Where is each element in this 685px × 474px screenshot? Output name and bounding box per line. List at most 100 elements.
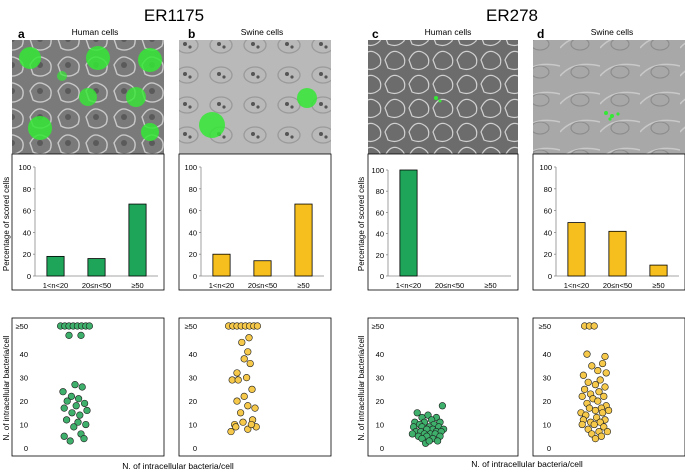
scatter-point bbox=[240, 392, 248, 400]
scatter-point bbox=[598, 359, 607, 368]
x-tick-label: 20≤n<50 bbox=[82, 281, 111, 290]
bar-ylabel-c: Percentage of scored cells bbox=[357, 177, 366, 271]
scatter-frame-c bbox=[367, 317, 519, 457]
scatter-point bbox=[595, 388, 603, 396]
scatter-point bbox=[588, 362, 596, 370]
scatter-point bbox=[63, 397, 71, 405]
scatter-point bbox=[233, 397, 241, 405]
y-tick-label: 80 bbox=[189, 185, 197, 194]
scatter-point bbox=[438, 402, 447, 410]
scatter-chart-a: 0 10 20 30 40 ≥50 bbox=[16, 322, 93, 453]
y-tick-label: 40 bbox=[376, 350, 384, 359]
scatter-point bbox=[60, 432, 68, 440]
scatter-chart-d: 0 10 20 30 40 ≥50 bbox=[539, 322, 613, 453]
y-tick-label: ≥50 bbox=[539, 322, 551, 331]
bar-frame-c bbox=[367, 153, 519, 291]
scatter-point bbox=[591, 381, 600, 389]
scatter-point bbox=[425, 437, 433, 445]
scatter-point bbox=[244, 348, 252, 356]
scatter-point bbox=[578, 392, 586, 400]
scatter-point bbox=[602, 369, 610, 377]
x-tick-label: 1<n<20 bbox=[43, 281, 68, 290]
y-tick-label: 30 bbox=[543, 374, 551, 383]
x-tick-label: 1<n<20 bbox=[396, 281, 421, 290]
scatter-point bbox=[598, 409, 607, 417]
bar bbox=[608, 230, 627, 277]
scatter-point bbox=[594, 366, 602, 375]
y-tick-label: 80 bbox=[544, 185, 552, 194]
scatter-ylabel-c: N. of intracellular bacteria/cell bbox=[357, 335, 366, 440]
y-tick-label: 10 bbox=[20, 421, 28, 430]
y-tick-label: 0 bbox=[193, 272, 197, 281]
scatter-point bbox=[244, 425, 252, 433]
y-tick-label: 0 bbox=[548, 272, 552, 281]
scatter-point bbox=[76, 411, 84, 419]
scatter-point bbox=[78, 383, 86, 391]
scatter-point bbox=[246, 359, 254, 368]
panel-title-a: Human cells bbox=[72, 27, 119, 37]
scatter-point bbox=[228, 376, 236, 384]
bottom-xlabel-left: N. of intracellular bacteria/cell bbox=[122, 461, 234, 471]
bar bbox=[87, 258, 106, 277]
y-tick-label: ≥50 bbox=[16, 322, 28, 331]
scatter-point bbox=[583, 350, 591, 358]
y-tick-label: 0 bbox=[24, 444, 28, 453]
scatter-chart-c: 0 10 20 30 40 ≥50 bbox=[372, 322, 448, 453]
bar-chart-b: 0 20 40 60 80 100 1<n<20 20≤n<50 ≥50 bbox=[184, 163, 324, 290]
bar-ylabel-a: Percentage of scored cells bbox=[2, 177, 11, 271]
scatter-point bbox=[604, 406, 613, 415]
bar-chart-d: 0 20 40 60 80 100 1<n<20 20≤n<50 ≥50 bbox=[539, 163, 679, 290]
x-tick-label: 1<n<20 bbox=[209, 281, 234, 290]
scatter-point bbox=[251, 404, 259, 412]
y-tick-label: 60 bbox=[544, 207, 552, 216]
scatter-point bbox=[80, 435, 88, 443]
bar bbox=[212, 253, 231, 277]
y-tick-label: 60 bbox=[189, 207, 197, 216]
y-tick-label: 10 bbox=[376, 421, 384, 430]
panel-title-d: Swine cells bbox=[591, 27, 634, 37]
scatter-point bbox=[233, 369, 241, 377]
scatter-point bbox=[239, 418, 247, 426]
y-tick-label: 0 bbox=[193, 444, 197, 453]
y-tick-label: 60 bbox=[23, 207, 31, 216]
scatter-point bbox=[60, 404, 68, 412]
y-tick-label: 100 bbox=[539, 163, 552, 172]
x-tick-label: 20≤n<50 bbox=[603, 281, 632, 290]
bar bbox=[46, 255, 65, 277]
scatter-point bbox=[578, 420, 586, 429]
y-tick-label: 40 bbox=[20, 350, 28, 359]
scatter-point bbox=[85, 322, 93, 330]
scatter-point bbox=[82, 420, 90, 429]
scatter-frame-d bbox=[532, 317, 685, 457]
x-tick-label: 20≤n<50 bbox=[435, 281, 464, 290]
scatter-point bbox=[83, 406, 91, 415]
scatter-point bbox=[253, 322, 261, 330]
scatter-point bbox=[238, 338, 246, 347]
scatter-point bbox=[68, 409, 76, 417]
micrograph-b bbox=[179, 40, 331, 154]
scatter-point bbox=[601, 352, 609, 361]
scatter-point bbox=[74, 395, 83, 403]
y-tick-label: 10 bbox=[189, 421, 197, 430]
scatter-point bbox=[65, 331, 73, 339]
y-tick-label: 80 bbox=[376, 187, 384, 196]
bar bbox=[399, 169, 418, 277]
scatter-point bbox=[243, 374, 251, 382]
scatter-point bbox=[245, 334, 253, 342]
y-tick-label: 20 bbox=[544, 250, 552, 259]
scatter-point bbox=[600, 392, 608, 400]
scatter-point bbox=[70, 423, 78, 431]
y-tick-label: 30 bbox=[189, 374, 197, 383]
y-tick-label: 20 bbox=[189, 397, 197, 406]
scatter-point bbox=[601, 383, 609, 391]
micrograph-d bbox=[533, 40, 685, 154]
scatter-point bbox=[591, 406, 600, 415]
scatter-point bbox=[237, 409, 245, 417]
bar-chart-c: 0 20 40 60 80 100 1<n<20 20≤n<50 ≥50 bbox=[371, 166, 511, 290]
scatter-point bbox=[72, 402, 80, 410]
micrograph-c bbox=[368, 40, 518, 154]
x-tick-label: ≥50 bbox=[297, 281, 309, 290]
panel-title-c: Human cells bbox=[425, 27, 472, 37]
scatter-frame-b bbox=[178, 317, 332, 457]
scatter-point bbox=[603, 427, 612, 436]
